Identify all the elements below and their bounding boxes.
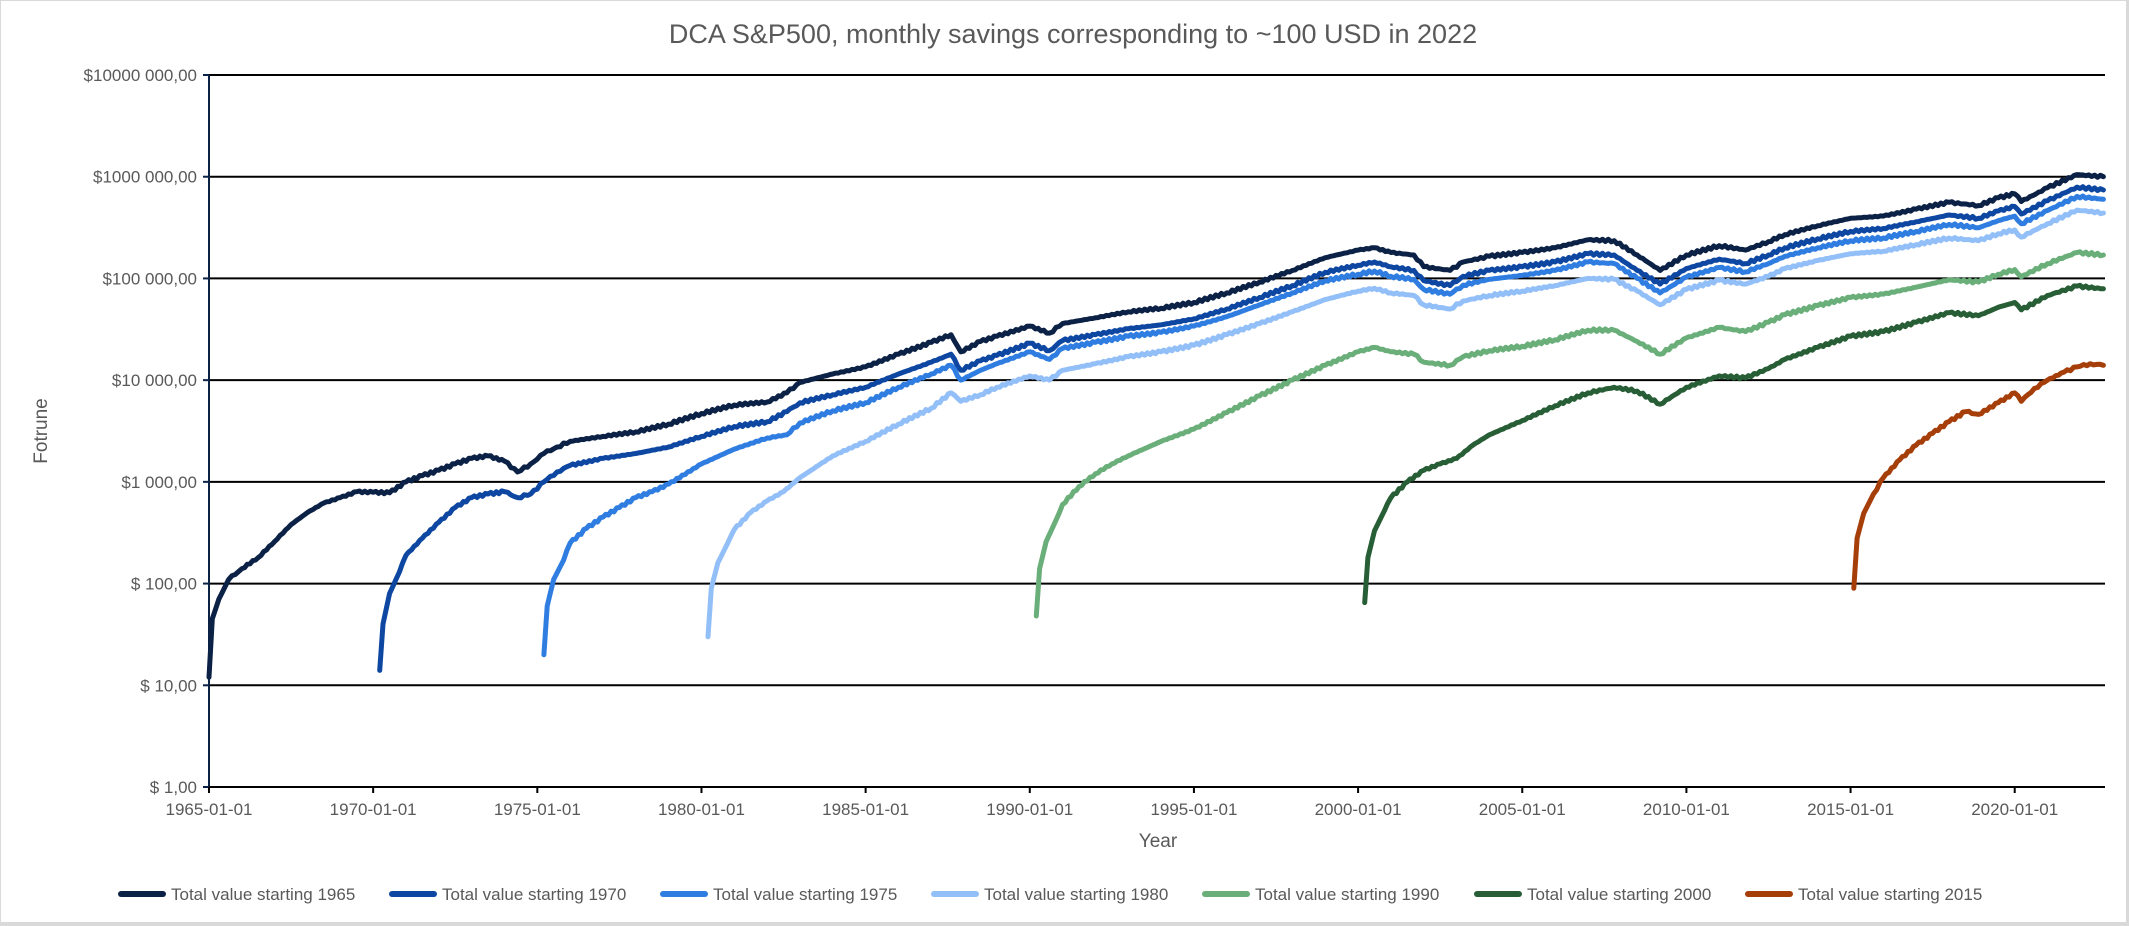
y-tick-label: $1 000,00 [121,473,197,492]
legend-label: Total value starting 2015 [1798,885,1982,904]
grid-lines [209,74,2105,687]
legend-label: Total value starting 1990 [1255,885,1439,904]
x-tick-label: 2015-01-01 [1807,800,1894,819]
x-tick-label: 1970-01-01 [330,800,417,819]
series-line-4 [1033,249,2106,619]
y-tick-label: $10 000,00 [112,371,197,390]
x-tick-label: 1995-01-01 [1150,800,1237,819]
x-tick-label: 1980-01-01 [658,800,745,819]
series-line-0 [206,172,2106,680]
y-axis-label: Fotrune [31,398,52,463]
legend-label: Total value starting 1980 [984,885,1168,904]
y-tick-label: $ 10,00 [140,676,197,695]
y-tick-label: $ 100,00 [131,575,197,594]
series-line-1 [377,184,2106,673]
x-tick-label: 2020-01-01 [1971,800,2058,819]
series-line-3 [705,207,2106,640]
chart-title: DCA S&P500, monthly savings correspondin… [669,19,1477,49]
x-tick-label: 1965-01-01 [166,800,253,819]
x-tick-label: 2005-01-01 [1479,800,1566,819]
series-line-2 [541,193,2106,658]
x-tick-label: 1990-01-01 [986,800,1073,819]
y-tick-label: $ 1,00 [150,778,197,797]
y-axis-ticks: $ 1,00 $ 10,00 $ 100,00 $1 000,00 $10 000,00… [84,66,209,797]
legend-label: Total value starting 1970 [442,885,626,904]
series-lines [206,172,2106,680]
legend: Total value starting 1965 Total value sta… [118,885,1982,904]
series-line-6 [1851,361,2106,591]
x-tick-label: 1985-01-01 [822,800,909,819]
y-tick-label: $10000 000,00 [84,66,197,85]
x-tick-label: 1975-01-01 [494,800,581,819]
x-tick-label: 2010-01-01 [1643,800,1730,819]
x-axis-ticks: 1965-01-01 1970-01-01 1975-01-01 1980-01-01… [166,787,2058,819]
series-line-5 [1362,282,2106,606]
y-tick-label: $100 000,00 [102,269,197,288]
legend-label: Total value starting 1975 [713,885,897,904]
y-tick-label: $1000 000,00 [93,168,197,187]
legend-label: Total value starting 2000 [1527,885,1711,904]
x-tick-label: 2000-01-01 [1315,800,1402,819]
x-axis-label: Year [1139,831,1178,852]
legend-label: Total value starting 1965 [171,885,355,904]
